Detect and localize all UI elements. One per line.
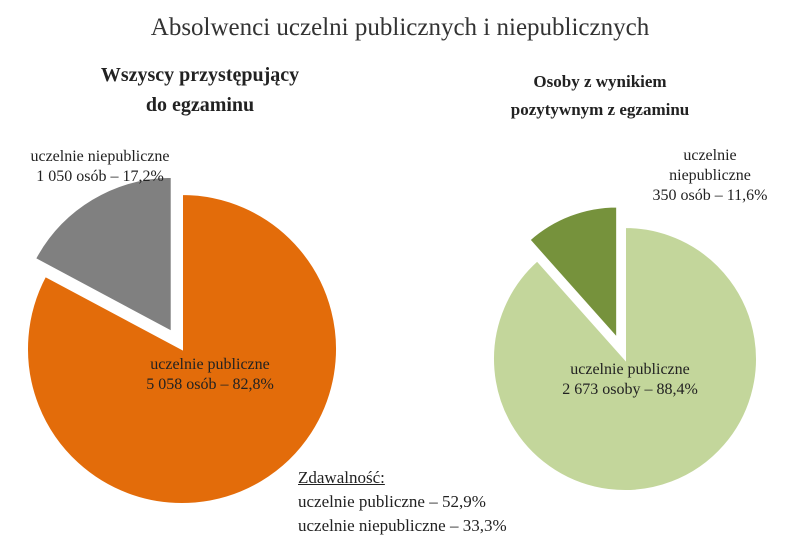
left-nonpublic-label-line2: 1 050 osób – 17,2% bbox=[36, 168, 164, 185]
pass-rate-box: Zdawalność: uczelnie publiczne – 52,9% u… bbox=[298, 466, 507, 538]
left-pie-slice-public bbox=[26, 192, 338, 505]
right-pie-slice-nonpublic bbox=[527, 205, 619, 342]
left-pie-slice-nonpublic bbox=[33, 175, 173, 334]
left-nonpublic-label: uczelnie niepubliczne 1 050 osób – 17,2% bbox=[0, 147, 200, 187]
pie-passed-candidates bbox=[492, 205, 758, 492]
right-nonpublic-label-line1: uczelnie bbox=[683, 147, 737, 164]
left-chart-title-line1: Wszyscy przystępujący bbox=[100, 64, 300, 86]
right-pie-slice-public bbox=[492, 225, 758, 492]
right-chart-title-line2: pozytywnym z egzaminu bbox=[510, 100, 690, 119]
left-chart-title: Wszyscy przystępujący do egzaminu bbox=[40, 60, 360, 120]
right-public-label: uczelnie publiczne 2 673 osoby – 88,4% bbox=[530, 360, 730, 400]
right-public-label-line2: 2 673 osoby – 88,4% bbox=[562, 381, 698, 398]
left-chart-title-line2: do egzaminu bbox=[145, 94, 255, 116]
pass-rate-public: uczelnie publiczne – 52,9% bbox=[298, 492, 486, 511]
left-public-label: uczelnie publiczne 5 058 osób – 82,8% bbox=[100, 355, 320, 395]
main-title: Absolwenci uczelni publicznych i niepubl… bbox=[150, 14, 650, 41]
left-public-label-line1: uczelnie publiczne bbox=[150, 356, 270, 373]
right-public-label-line1: uczelnie publiczne bbox=[570, 361, 690, 378]
right-chart-title-line1: Osoby z wynikiem bbox=[533, 72, 667, 91]
left-nonpublic-label-line1: uczelnie niepubliczne bbox=[30, 148, 170, 165]
left-public-label-line2: 5 058 osób – 82,8% bbox=[146, 376, 274, 393]
right-nonpublic-label-line2: niepubliczne bbox=[669, 167, 751, 184]
pass-rate-heading: Zdawalność: bbox=[298, 468, 385, 487]
right-nonpublic-label-line3: 350 osób – 11,6% bbox=[652, 187, 768, 204]
pie-all-candidates bbox=[26, 175, 338, 505]
right-chart-title: Osoby z wynikiem pozytywnym z egzaminu bbox=[470, 68, 730, 124]
pass-rate-nonpublic: uczelnie niepubliczne – 33,3% bbox=[298, 516, 507, 535]
right-nonpublic-label: uczelnie niepubliczne 350 osób – 11,6% bbox=[620, 146, 800, 206]
